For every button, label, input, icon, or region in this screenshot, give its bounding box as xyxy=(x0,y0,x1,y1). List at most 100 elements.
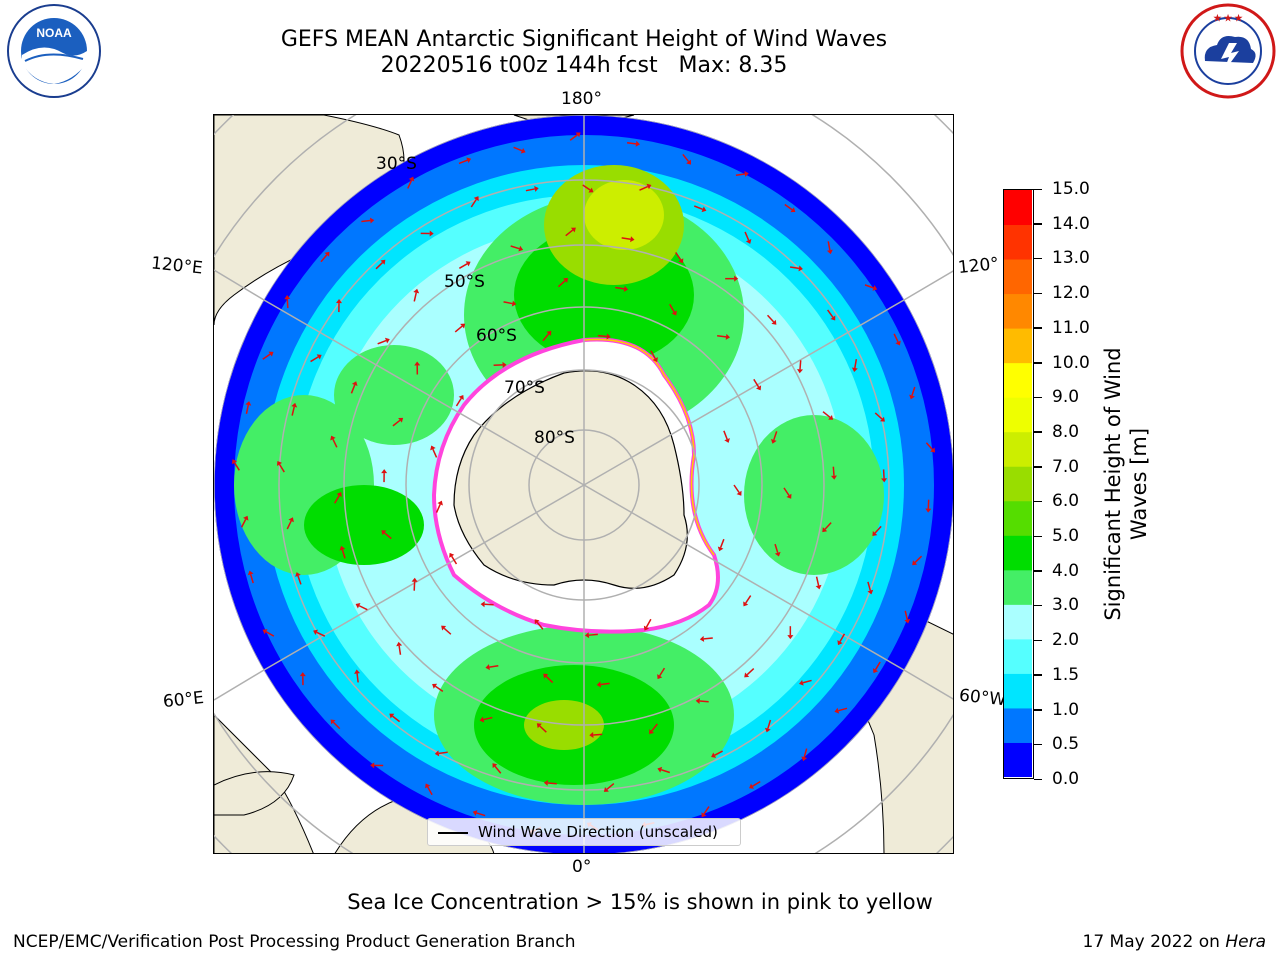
wind-arrow-head xyxy=(536,723,542,729)
wind-arrow xyxy=(435,504,441,513)
chart-subtitle: 20220516 t00z 144h fcst Max: 8.35 xyxy=(380,53,788,78)
wind-arrow-head xyxy=(546,330,552,336)
wind-arrow xyxy=(639,185,649,191)
date-text: 17 May 2022 on xyxy=(1082,932,1226,952)
wind-arrow-head xyxy=(502,361,507,368)
wind-arrow xyxy=(783,487,790,496)
colorbar-swatch xyxy=(1004,431,1032,467)
wind-arrow-head xyxy=(520,147,526,154)
wind-arrow xyxy=(383,532,392,540)
wind-arrow-head xyxy=(563,277,569,283)
wind-arrow xyxy=(451,555,458,565)
wind-arrow xyxy=(286,299,289,309)
wind-arrow xyxy=(745,595,752,604)
wind-arrow xyxy=(839,633,846,643)
wind-arrow xyxy=(784,203,793,211)
wind-arrow xyxy=(398,645,402,655)
svg-text:★ ★ ★: ★ ★ ★ xyxy=(1213,13,1243,23)
wind-arrow xyxy=(621,237,631,240)
colorbar-tick-label: 0.0 xyxy=(1052,769,1080,789)
wind-arrow-head xyxy=(396,641,403,647)
wind-arrow xyxy=(240,518,247,528)
wind-arrow-head xyxy=(441,625,447,631)
wind-arrow-head xyxy=(749,783,755,789)
wind-arrow xyxy=(332,438,338,448)
wind-arrow-head xyxy=(299,672,306,677)
wind-arrow xyxy=(513,146,523,152)
wind-arrow xyxy=(565,229,574,237)
wind-arrow-head xyxy=(815,584,822,590)
wind-arrow-head xyxy=(414,361,421,366)
colorbar-tick-mark xyxy=(1034,639,1042,642)
wind-arrow xyxy=(443,627,452,635)
wind-arrow-head xyxy=(930,447,936,453)
sea-ice-note: Sea Ice Concentration > 15% is shown in … xyxy=(347,890,933,914)
wind-arrow-head xyxy=(904,618,911,624)
wind-arrow xyxy=(746,667,755,676)
wind-arrow-head xyxy=(711,752,717,758)
wind-arrow xyxy=(525,188,535,192)
lat-label-60s: 60°S xyxy=(476,326,517,346)
colorbar-tick-mark xyxy=(1034,257,1042,260)
wind-arrow-head xyxy=(339,545,346,551)
wind-arrow-head xyxy=(895,340,901,346)
wind-arrow-head xyxy=(786,493,792,499)
wind-arrow xyxy=(233,462,240,471)
wind-arrow xyxy=(341,549,346,559)
wind-arrow-head xyxy=(430,445,436,451)
wind-arrow-head xyxy=(701,206,707,213)
wind-arrow-head xyxy=(872,285,878,291)
wind-arrow xyxy=(838,707,848,712)
wind-arrow xyxy=(413,292,417,302)
colorbar xyxy=(1003,189,1034,779)
wind-arrow-head xyxy=(635,140,640,147)
wind-arrow-head xyxy=(588,187,594,193)
wind-arrow-head xyxy=(799,679,804,686)
wind-arrow-head xyxy=(872,531,878,537)
colorbar-swatch xyxy=(1004,569,1032,605)
wind-arrow xyxy=(545,675,554,684)
wind-arrow-head xyxy=(276,461,283,466)
colorbar-tick-label: 0.5 xyxy=(1052,734,1080,755)
wind-arrow xyxy=(799,360,802,370)
wind-arrow xyxy=(536,621,544,630)
wind-arrow xyxy=(489,664,499,668)
wind-arrow-head xyxy=(657,674,663,680)
wind-arrow-head xyxy=(411,577,418,582)
wind-arrow-head xyxy=(330,435,336,441)
wind-arrow xyxy=(766,314,775,323)
wind-arrow xyxy=(407,179,413,189)
colorbar-tick-label: 10.0 xyxy=(1052,352,1090,373)
wind-arrow-head xyxy=(313,629,319,635)
wind-arrow-head xyxy=(770,438,777,444)
wind-arrow xyxy=(854,359,858,369)
wind-arrow xyxy=(557,280,566,288)
chart-title: GEFS MEAN Antarctic Significant Height o… xyxy=(280,27,888,52)
wind-arrow xyxy=(669,303,675,313)
colorbar-swatch xyxy=(1004,638,1032,674)
wind-arrow xyxy=(427,786,433,796)
wind-arrow-head xyxy=(797,369,803,374)
colorbar-swatch xyxy=(1004,362,1032,398)
wind-arrow-head xyxy=(701,812,707,818)
wind-arrow xyxy=(334,495,340,504)
wind-arrow-head xyxy=(925,508,932,513)
wind-arrow-head xyxy=(330,719,336,725)
wind-arrow xyxy=(650,350,656,359)
wind-arrow xyxy=(615,286,625,290)
wind-arrow-head xyxy=(678,258,684,264)
wind-arrow xyxy=(717,335,727,338)
colorbar-tick-mark xyxy=(1034,396,1042,399)
wind-arrow xyxy=(874,661,881,671)
wind-arrow xyxy=(815,576,820,586)
wind-arrow-head xyxy=(745,239,752,244)
wind-arrow-head xyxy=(425,783,431,789)
wind-arrow xyxy=(627,141,637,145)
wind-arrow xyxy=(350,384,356,394)
wind-arrow xyxy=(392,715,401,723)
wind-arrow-head xyxy=(606,333,611,340)
wind-arrow xyxy=(547,782,557,785)
wind-arrow xyxy=(914,555,923,563)
wind-arrow-head xyxy=(247,570,254,576)
wind-arrow-head xyxy=(822,527,828,533)
